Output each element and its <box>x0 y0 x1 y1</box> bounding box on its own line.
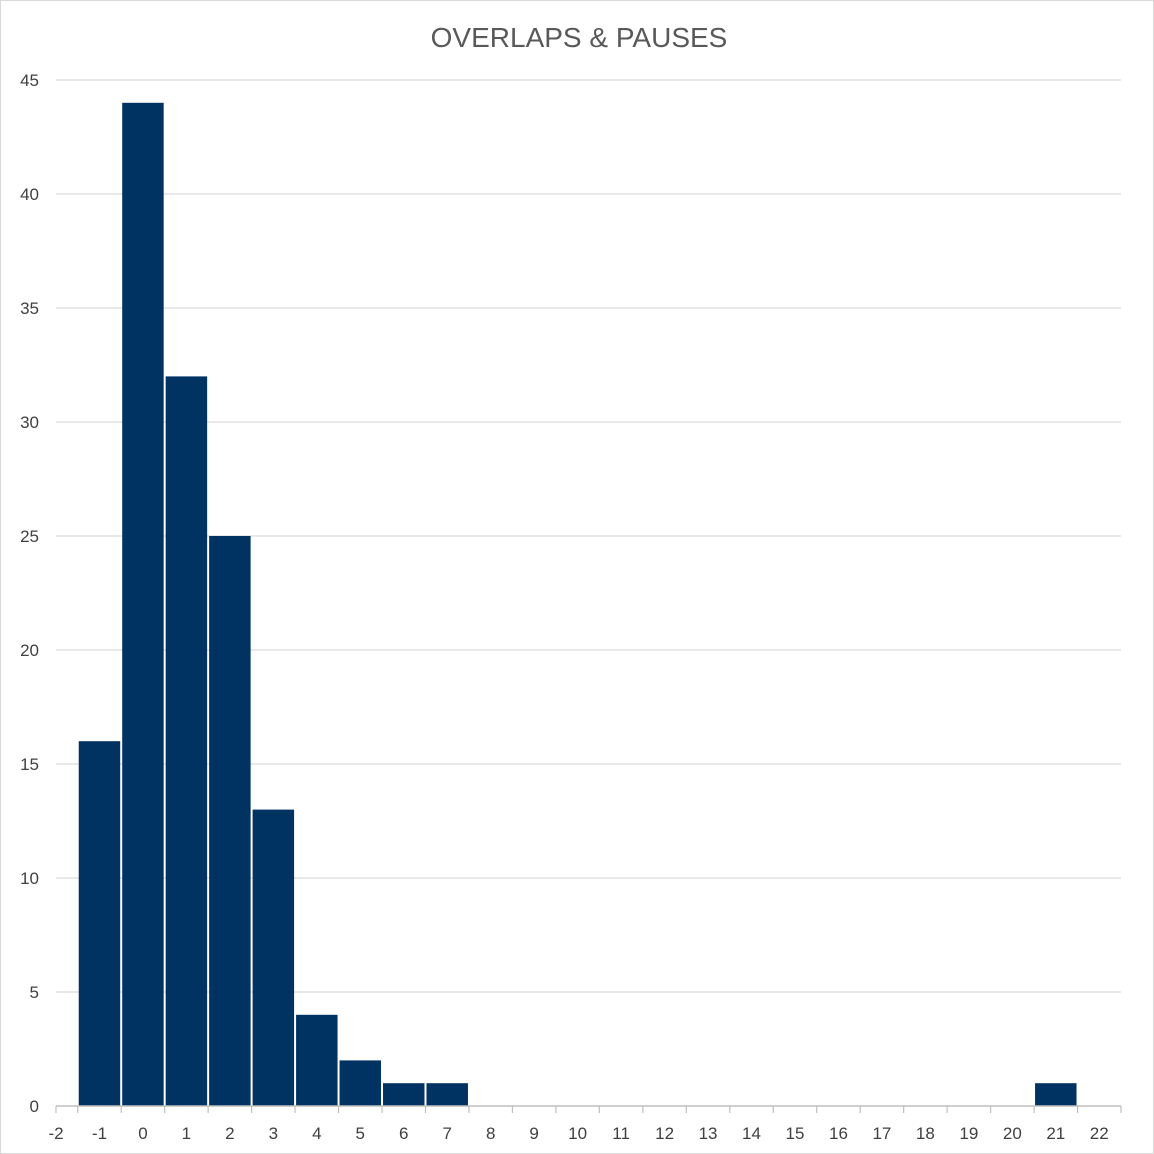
histogram-bar <box>122 102 164 1107</box>
x-tick-label: 5 <box>356 1124 365 1143</box>
histogram-bar <box>209 536 251 1106</box>
x-tick-label: 13 <box>699 1124 718 1143</box>
y-tick-label: 45 <box>20 71 39 90</box>
x-tick-label: 4 <box>312 1124 321 1143</box>
x-tick-label: 3 <box>269 1124 278 1143</box>
x-tick-label: 1 <box>182 1124 191 1143</box>
x-axis-labels: -2 -1 0 1 2 3 4 5 6 7 8 9 10 11 12 13 14 15 16 17 18 19 20 21 22 <box>48 1124 1108 1143</box>
histogram-bar <box>296 1014 338 1106</box>
chart-title: OVERLAPS & PAUSES <box>431 22 728 53</box>
x-tick-label: 14 <box>742 1124 761 1143</box>
x-tick-label: 21 <box>1046 1124 1065 1143</box>
x-tick-label: 12 <box>655 1124 674 1143</box>
y-tick-label: 30 <box>20 413 39 432</box>
x-axis <box>55 1105 1122 1113</box>
x-tick-label: 0 <box>138 1124 147 1143</box>
histogram-bar <box>165 376 208 1106</box>
y-tick-label: 25 <box>20 527 39 546</box>
x-tick-label: -1 <box>92 1124 107 1143</box>
y-tick-label: 5 <box>30 983 39 1002</box>
x-tick-label: 9 <box>529 1124 538 1143</box>
histogram-bar <box>383 1083 425 1106</box>
y-tick-label: 10 <box>20 869 39 888</box>
x-tick-label: 22 <box>1090 1124 1109 1143</box>
x-tick-label: 17 <box>872 1124 891 1143</box>
histogram-bar <box>252 809 295 1106</box>
histogram-bar <box>78 741 121 1106</box>
y-tick-label: 0 <box>30 1097 39 1116</box>
y-tick-label: 20 <box>20 641 39 660</box>
y-tick-label: 15 <box>20 755 39 774</box>
x-tick-label: 19 <box>959 1124 978 1143</box>
histogram-bar <box>426 1083 468 1106</box>
y-tick-label: 35 <box>20 299 39 318</box>
x-tick-label: 20 <box>1003 1124 1022 1143</box>
x-tick-label: 7 <box>442 1124 451 1143</box>
y-axis-labels: 0 5 10 15 20 25 30 35 40 45 <box>20 71 39 1116</box>
bars <box>78 102 1077 1107</box>
x-tick-label: 2 <box>225 1124 234 1143</box>
x-tick-label: -2 <box>48 1124 63 1143</box>
x-tick-label: 11 <box>612 1124 630 1143</box>
x-tick-label: 8 <box>486 1124 495 1143</box>
x-tick-label: 15 <box>786 1124 805 1143</box>
x-tick-label: 10 <box>568 1124 587 1143</box>
x-tick-label: 16 <box>829 1124 848 1143</box>
histogram-bar <box>339 1060 382 1106</box>
x-tick-label: 18 <box>916 1124 935 1143</box>
y-tick-label: 40 <box>20 185 39 204</box>
histogram-bar <box>1035 1083 1077 1106</box>
x-tick-label: 6 <box>399 1124 408 1143</box>
